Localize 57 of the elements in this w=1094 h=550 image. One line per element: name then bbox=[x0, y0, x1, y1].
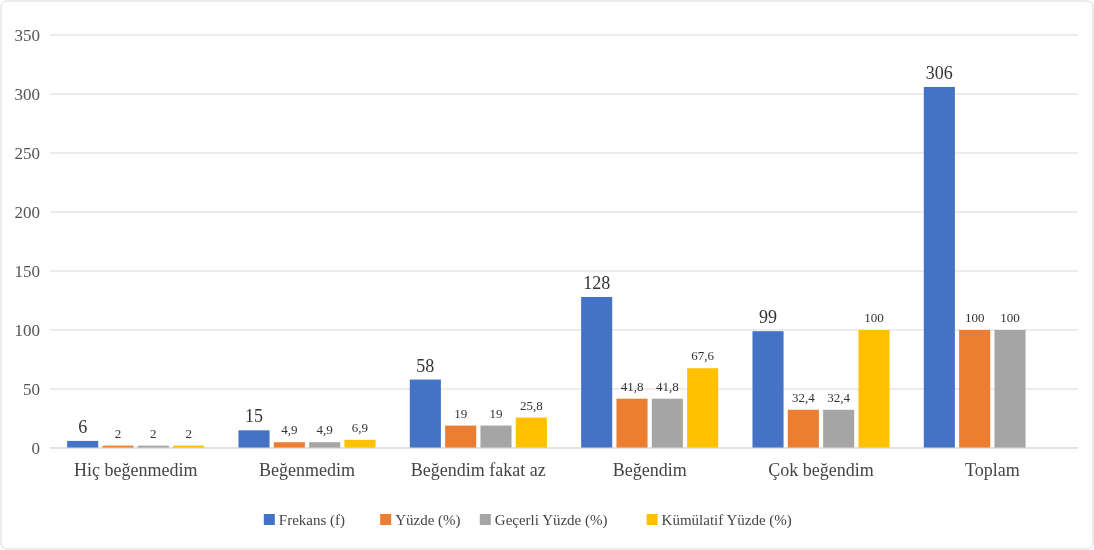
data-label: 25,8 bbox=[519, 397, 543, 413]
data-label: 4,9 bbox=[316, 422, 333, 438]
bar bbox=[616, 398, 648, 448]
data-label: 15 bbox=[245, 406, 264, 427]
data-label: 99 bbox=[759, 307, 778, 328]
data-label: 19 bbox=[489, 405, 503, 421]
data-label: 32,4 bbox=[827, 389, 851, 405]
y-tick-label: 350 bbox=[14, 25, 40, 45]
data-label: 41,8 bbox=[620, 378, 644, 394]
x-tick-label: Beğendim fakat az bbox=[410, 460, 546, 480]
data-label: 41,8 bbox=[655, 378, 679, 394]
x-tick-label: Beğendim bbox=[612, 460, 687, 480]
legend-label: Yüzde (%) bbox=[395, 512, 461, 530]
y-tick-label: 50 bbox=[23, 379, 40, 399]
bar bbox=[752, 331, 784, 448]
y-tick-label: 200 bbox=[14, 202, 40, 222]
bar bbox=[994, 330, 1026, 448]
x-tick-label: Toplam bbox=[964, 460, 1020, 480]
bar bbox=[823, 409, 855, 448]
data-label: 2 bbox=[185, 425, 192, 441]
data-label: 6 bbox=[78, 416, 88, 437]
data-label: 2 bbox=[150, 425, 157, 441]
data-label: 6,9 bbox=[351, 419, 369, 435]
x-tick-label: Çok beğendim bbox=[768, 460, 874, 480]
y-tick-label: 100 bbox=[14, 320, 40, 340]
data-label: 2 bbox=[114, 425, 122, 441]
bar bbox=[238, 430, 270, 448]
x-tick-label: Hiç beğenmedim bbox=[73, 460, 198, 480]
data-label: 100 bbox=[1000, 310, 1020, 325]
bar bbox=[787, 409, 819, 448]
legend-label: Frekans (f) bbox=[278, 512, 346, 530]
bar bbox=[581, 296, 613, 448]
bar bbox=[445, 425, 477, 448]
bar bbox=[651, 398, 683, 448]
y-tick-label: 0 bbox=[31, 438, 40, 458]
data-label: 306 bbox=[925, 62, 953, 83]
data-label: 100 bbox=[964, 310, 985, 325]
data-label: 58 bbox=[416, 355, 435, 376]
data-label: 32,4 bbox=[791, 389, 816, 405]
data-label: 100 bbox=[864, 310, 884, 325]
y-tick-label: 300 bbox=[14, 84, 40, 104]
data-label: 67,6 bbox=[691, 348, 715, 364]
bar bbox=[480, 425, 512, 448]
bar bbox=[959, 330, 991, 448]
bar bbox=[409, 379, 441, 448]
data-label: 19 bbox=[454, 405, 468, 421]
y-tick-label: 250 bbox=[14, 143, 40, 163]
bar bbox=[858, 330, 890, 448]
bar bbox=[515, 417, 547, 448]
data-label: 4,9 bbox=[281, 422, 298, 438]
legend-label: Geçerli Yüzde (%) bbox=[494, 512, 608, 530]
x-tick-label: Beğenmedim bbox=[259, 460, 355, 480]
legend-label: Kümülatif Yüzde (%) bbox=[661, 512, 792, 530]
data-label: 128 bbox=[583, 272, 611, 293]
y-tick-label: 150 bbox=[14, 261, 40, 281]
bar bbox=[923, 86, 955, 448]
bar bbox=[687, 368, 719, 448]
